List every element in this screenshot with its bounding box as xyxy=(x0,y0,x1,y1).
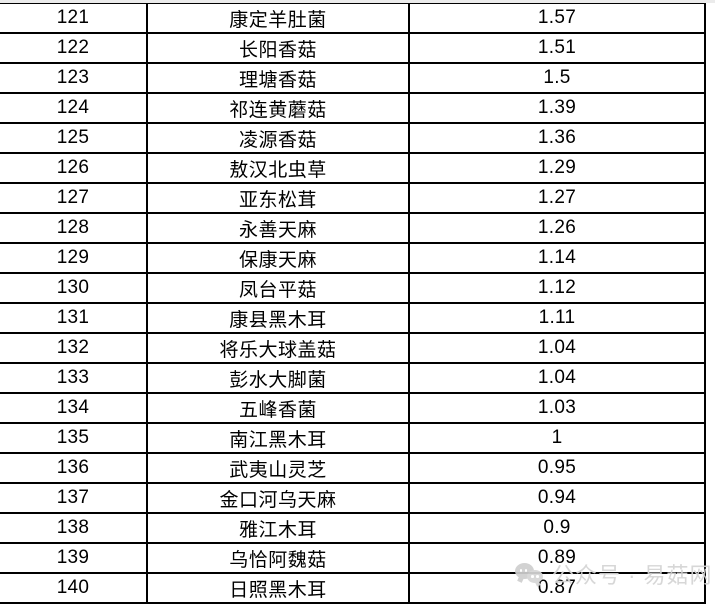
rank-cell: 128 xyxy=(0,212,148,243)
product-name-cell: 武夷山灵芝 xyxy=(147,452,410,483)
brand-value-cell: 1.57 xyxy=(409,3,706,33)
product-name-cell: 彭水大脚菌 xyxy=(147,362,410,393)
table-row: 137 金口河乌天麻 0.94 xyxy=(0,482,706,513)
brand-value-cell: 1.11 xyxy=(409,302,706,333)
rank-cell: 134 xyxy=(0,392,148,423)
product-name-cell: 凤台平菇 xyxy=(147,272,410,303)
brand-value-cell: 1.26 xyxy=(409,212,706,243)
rank-cell: 139 xyxy=(0,542,148,573)
rank-cell: 123 xyxy=(0,62,148,93)
table-row: 129 保康天麻 1.14 xyxy=(0,242,706,273)
table-viewport: 121 康定羊肚菌 1.57 122 长阳香菇 1.51 123 理塘香菇 1.5 124 祁连黄蘑… xyxy=(0,3,715,605)
rank-cell: 138 xyxy=(0,512,148,543)
rank-cell: 133 xyxy=(0,362,148,393)
brand-value-cell: 1.5 xyxy=(409,62,706,93)
brand-value-cell: 1.39 xyxy=(409,92,706,123)
table-row: 133 彭水大脚菌 1.04 xyxy=(0,362,706,393)
rank-cell: 137 xyxy=(0,482,148,513)
table-row: 139 乌恰阿魏菇 0.89 xyxy=(0,542,706,573)
table-row: 136 武夷山灵芝 0.95 xyxy=(0,452,706,483)
table-row: 134 五峰香菌 1.03 xyxy=(0,392,706,423)
product-name-cell: 保康天麻 xyxy=(147,242,410,273)
product-name-cell: 长阳香菇 xyxy=(147,32,410,63)
table-row: 124 祁连黄蘑菇 1.39 xyxy=(0,92,706,123)
rank-cell: 121 xyxy=(0,3,148,33)
rank-cell: 124 xyxy=(0,92,148,123)
product-name-cell: 祁连黄蘑菇 xyxy=(147,92,410,123)
table-body: 121 康定羊肚菌 1.57 122 长阳香菇 1.51 123 理塘香菇 1.5 124 祁连黄蘑… xyxy=(0,3,706,604)
table-row: 135 南江黑木耳 1 xyxy=(0,422,706,453)
table-row: 121 康定羊肚菌 1.57 xyxy=(0,3,706,33)
product-name-cell: 五峰香菌 xyxy=(147,392,410,423)
brand-value-cell: 1.36 xyxy=(409,122,706,153)
table-row: 127 亚东松茸 1.27 xyxy=(0,182,706,213)
brand-value-cell: 1.27 xyxy=(409,182,706,213)
brand-value-cell: 1.29 xyxy=(409,152,706,183)
table-row: 125 凌源香菇 1.36 xyxy=(0,122,706,153)
table-row: 132 将乐大球盖菇 1.04 xyxy=(0,332,706,363)
product-name-cell: 乌恰阿魏菇 xyxy=(147,542,410,573)
product-name-cell: 南江黑木耳 xyxy=(147,422,410,453)
table-row: 126 敖汉北虫草 1.29 xyxy=(0,152,706,183)
brand-value-cell: 1.04 xyxy=(409,332,706,363)
rank-cell: 127 xyxy=(0,182,148,213)
product-name-cell: 金口河乌天麻 xyxy=(147,482,410,513)
product-name-cell: 将乐大球盖菇 xyxy=(147,332,410,363)
brand-value-cell: 1.03 xyxy=(409,392,706,423)
brand-value-cell: 1.14 xyxy=(409,242,706,273)
product-name-cell: 亚东松茸 xyxy=(147,182,410,213)
rank-cell: 140 xyxy=(0,572,148,604)
brand-value-cell: 0.94 xyxy=(409,482,706,513)
product-name-cell: 敖汉北虫草 xyxy=(147,152,410,183)
table-row: 140 日照黑木耳 0.87 xyxy=(0,572,706,604)
product-name-cell: 雅江木耳 xyxy=(147,512,410,543)
brand-value-cell: 0.87 xyxy=(409,572,706,604)
product-name-cell: 康定羊肚菌 xyxy=(147,3,410,33)
table-row: 123 理塘香菇 1.5 xyxy=(0,62,706,93)
brand-value-cell: 1 xyxy=(409,422,706,453)
table-row: 128 永善天麻 1.26 xyxy=(0,212,706,243)
brand-value-cell: 1.04 xyxy=(409,362,706,393)
rank-cell: 122 xyxy=(0,32,148,63)
table-row: 122 长阳香菇 1.51 xyxy=(0,32,706,63)
brand-value-cell: 0.9 xyxy=(409,512,706,543)
brand-value-cell: 1.51 xyxy=(409,32,706,63)
rank-cell: 130 xyxy=(0,272,148,303)
product-name-cell: 凌源香菇 xyxy=(147,122,410,153)
brand-value-cell: 1.12 xyxy=(409,272,706,303)
top-edge-strip xyxy=(0,0,715,3)
rank-cell: 129 xyxy=(0,242,148,273)
rank-cell: 136 xyxy=(0,452,148,483)
brand-value-cell: 0.89 xyxy=(409,542,706,573)
product-name-cell: 康县黑木耳 xyxy=(147,302,410,333)
rank-cell: 132 xyxy=(0,332,148,363)
table-row: 130 凤台平菇 1.12 xyxy=(0,272,706,303)
ranking-table: 121 康定羊肚菌 1.57 122 长阳香菇 1.51 123 理塘香菇 1.5 124 祁连黄蘑… xyxy=(0,3,706,604)
rank-cell: 131 xyxy=(0,302,148,333)
rank-cell: 125 xyxy=(0,122,148,153)
table-row: 138 雅江木耳 0.9 xyxy=(0,512,706,543)
product-name-cell: 日照黑木耳 xyxy=(147,572,410,604)
product-name-cell: 理塘香菇 xyxy=(147,62,410,93)
brand-value-cell: 0.95 xyxy=(409,452,706,483)
product-name-cell: 永善天麻 xyxy=(147,212,410,243)
table-row: 131 康县黑木耳 1.11 xyxy=(0,302,706,333)
rank-cell: 135 xyxy=(0,422,148,453)
rank-cell: 126 xyxy=(0,152,148,183)
